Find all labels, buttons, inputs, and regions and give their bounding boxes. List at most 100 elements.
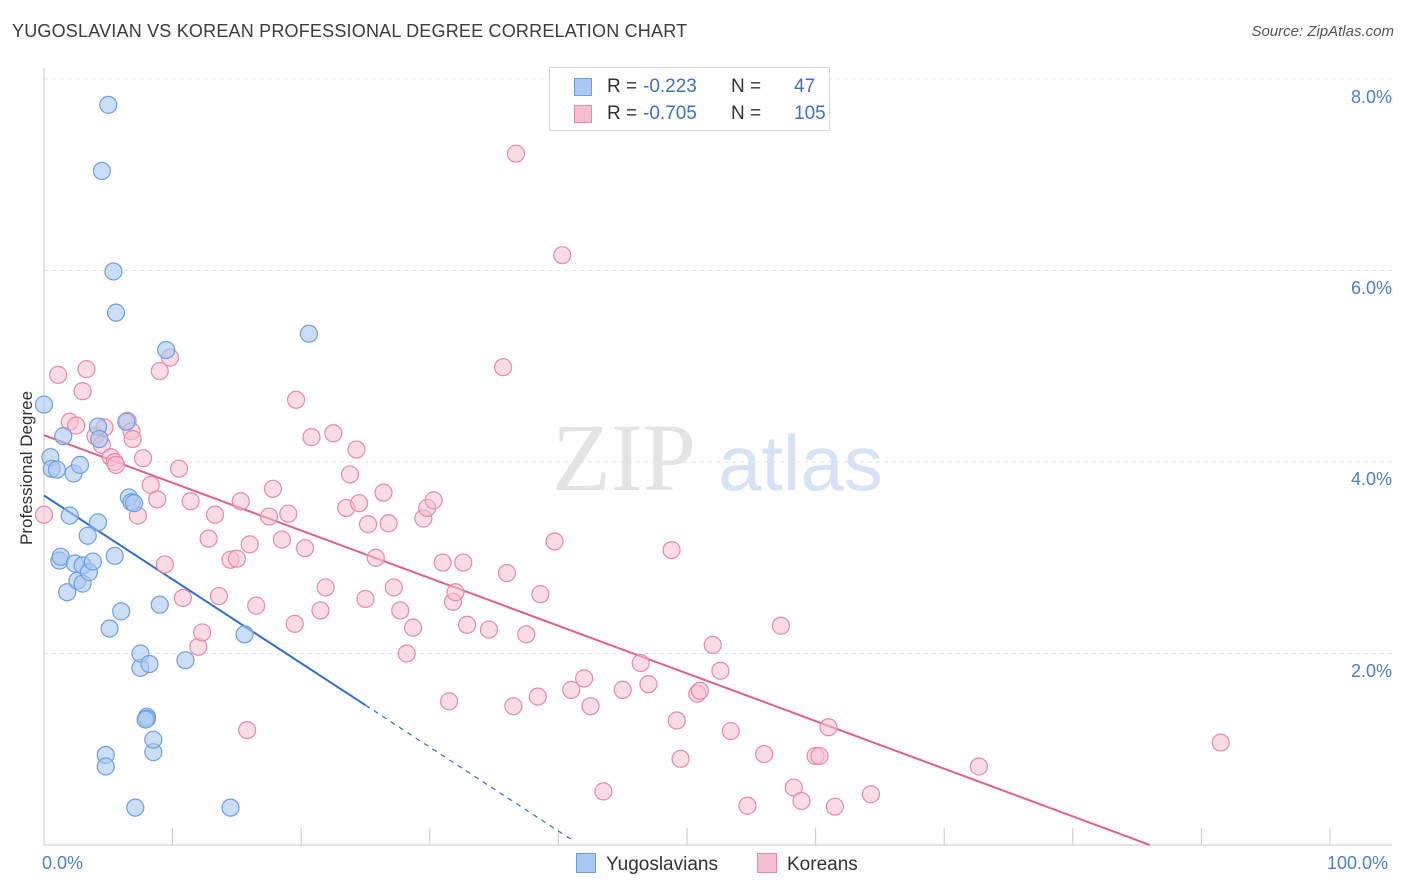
legend-r-value: -0.223 (643, 76, 697, 97)
korean-point (49, 365, 68, 384)
korean-point (575, 669, 594, 688)
korean-point (148, 490, 167, 509)
korean-point (969, 757, 989, 776)
legend-n-label: N = (731, 76, 762, 97)
korean-point (356, 589, 375, 609)
watermark-zip: ZIP (552, 404, 696, 511)
korean-point (238, 720, 257, 740)
yugoslavian-point (70, 455, 90, 474)
source-label: Source: ZipAtlas.com (1251, 23, 1394, 40)
korean-point (528, 687, 547, 706)
korean-point (205, 505, 225, 524)
korean-point (379, 514, 398, 533)
korean-point (366, 548, 385, 567)
korean-point (231, 492, 250, 511)
korean-point (155, 555, 174, 574)
korean-point (433, 553, 452, 572)
korean-point (358, 515, 378, 534)
korean-point (324, 424, 343, 443)
legend-n-value: 47 (794, 76, 816, 97)
korean-point (738, 796, 757, 815)
korean-point (861, 785, 880, 804)
korean-point (77, 360, 96, 379)
yugoslavian-point (88, 513, 108, 532)
korean-point (454, 553, 473, 572)
korean-point (34, 505, 54, 524)
korean-point (784, 778, 803, 797)
korean-point (613, 680, 632, 699)
korean-point (819, 718, 838, 737)
korean-point (1211, 733, 1230, 752)
yugoslavian-point (34, 395, 54, 414)
korean-point (173, 588, 192, 608)
korean-point (506, 144, 526, 163)
legend-n-value: 105 (794, 103, 826, 124)
korean-point (703, 635, 722, 654)
yugoslavian-point (112, 602, 131, 621)
chart-title: YUGOSLAVIAN VS KOREAN PROFESSIONAL DEGRE… (12, 21, 688, 41)
korean-point (810, 746, 829, 766)
yugoslavian-point (124, 494, 144, 513)
korean-point (316, 578, 335, 597)
korean-point (397, 644, 416, 663)
yugoslavian-point (140, 654, 159, 674)
korean-point (504, 697, 523, 716)
korean-point (594, 782, 613, 801)
yugoslavian-point (83, 552, 102, 571)
legend-label-koreans: Koreans (787, 854, 858, 875)
korean-point (181, 492, 200, 511)
korean-point (169, 459, 189, 478)
grid-lines (44, 78, 1392, 654)
korean-point (193, 623, 212, 642)
korean-point (711, 661, 730, 680)
korean-point (639, 675, 658, 694)
yugoslavian-point (96, 757, 115, 776)
korean-point (531, 585, 550, 604)
korean-point (247, 596, 266, 615)
x-tick-label-max: 100.0% (1327, 853, 1389, 873)
korean-point (295, 539, 315, 558)
korean-point (374, 483, 393, 502)
korean-point (755, 744, 774, 764)
yugoslavian-point (144, 730, 163, 749)
korean-point (391, 601, 410, 620)
legend-swatch-blue (576, 853, 596, 873)
korean-point (302, 428, 321, 447)
trend-line-koreans (43, 434, 1151, 846)
korean-point (240, 535, 259, 554)
korean-point (581, 697, 600, 716)
korean-point (73, 382, 92, 401)
korean-point (227, 549, 246, 568)
korean-point (106, 455, 126, 474)
korean-point (517, 625, 536, 644)
korean-point (150, 361, 169, 381)
yugoslavian-point (99, 95, 118, 114)
yugoslavian-point (47, 460, 66, 479)
korean-point (562, 680, 581, 699)
korean-point (384, 578, 403, 597)
korean-point (272, 530, 292, 549)
yugoslavian-point (58, 583, 77, 602)
korean-point (403, 618, 423, 637)
trend-line-yugoslavians-extension (365, 704, 572, 840)
legend-r-value: -0.705 (643, 103, 697, 124)
korean-point (340, 465, 360, 484)
korean-point (259, 507, 279, 526)
korean-point (209, 586, 228, 606)
yugoslavian-point (117, 412, 136, 431)
korean-point (825, 797, 844, 816)
bottom-legend-koreans: Koreans (757, 853, 858, 876)
korean-point (67, 416, 86, 435)
watermark-atlas: atlas (718, 419, 883, 507)
korean-point (457, 615, 477, 634)
yugoslavian-point (221, 798, 240, 817)
korean-point (349, 494, 369, 513)
korean-point (494, 358, 513, 377)
yugoslavian-point (235, 625, 254, 644)
korean-point (631, 653, 650, 673)
korean-point (792, 791, 811, 811)
korean-point (545, 532, 564, 551)
korean-point (479, 620, 499, 639)
korean-point (662, 540, 681, 560)
korean-point (690, 681, 709, 700)
